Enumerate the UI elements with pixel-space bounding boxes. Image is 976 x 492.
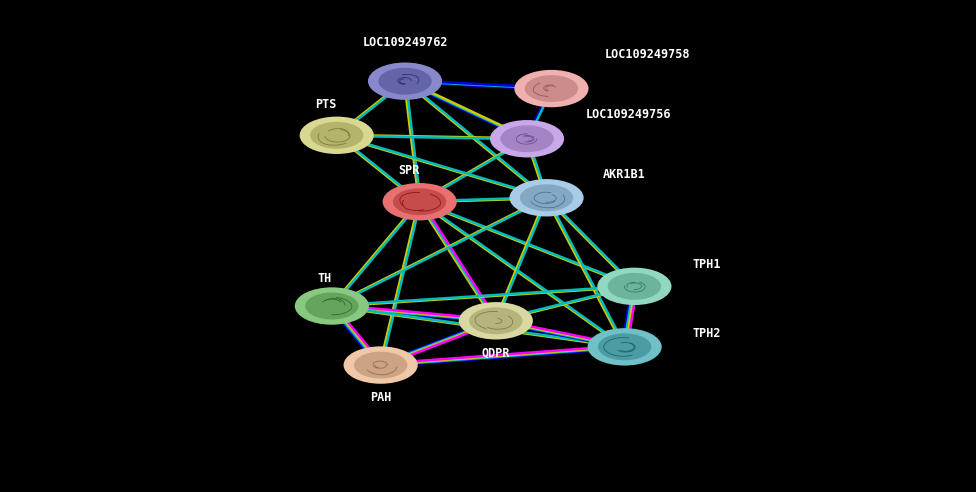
Circle shape [490, 120, 564, 157]
Circle shape [310, 122, 363, 149]
Text: SPR: SPR [398, 164, 420, 177]
Text: PAH: PAH [370, 391, 391, 404]
Text: QDPR: QDPR [481, 347, 510, 360]
Circle shape [295, 287, 369, 325]
Circle shape [393, 188, 446, 215]
Circle shape [459, 302, 533, 339]
Circle shape [379, 68, 431, 94]
Circle shape [588, 328, 662, 366]
Circle shape [598, 334, 651, 360]
Circle shape [368, 62, 442, 100]
Circle shape [509, 179, 584, 216]
Text: TH: TH [317, 273, 332, 285]
Text: TPH1: TPH1 [693, 258, 721, 271]
Text: TPH2: TPH2 [693, 328, 721, 340]
Circle shape [501, 125, 553, 152]
Circle shape [597, 268, 671, 305]
Circle shape [608, 273, 661, 300]
Circle shape [354, 352, 407, 378]
Circle shape [514, 70, 589, 107]
Circle shape [469, 308, 522, 334]
Circle shape [525, 75, 578, 102]
Circle shape [300, 117, 374, 154]
Circle shape [520, 184, 573, 211]
Text: PTS: PTS [315, 98, 337, 111]
Circle shape [305, 293, 358, 319]
Text: AKR1B1: AKR1B1 [603, 168, 646, 181]
Circle shape [383, 183, 457, 220]
Text: LOC109249762: LOC109249762 [362, 36, 448, 49]
Circle shape [344, 346, 418, 384]
Text: LOC109249756: LOC109249756 [586, 108, 671, 121]
Text: LOC109249758: LOC109249758 [605, 49, 691, 62]
